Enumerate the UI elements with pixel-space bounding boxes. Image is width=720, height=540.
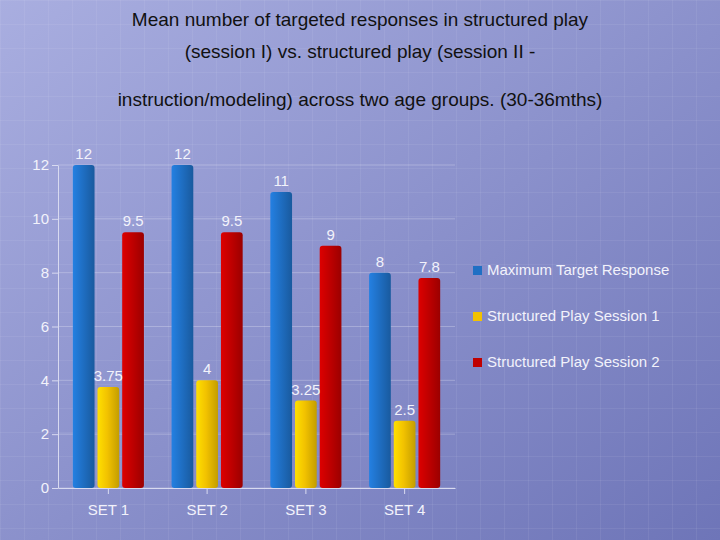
data-label: 3.75 <box>94 367 123 384</box>
y-tick-label: 0 <box>41 479 49 496</box>
grid <box>58 165 455 488</box>
bar <box>122 232 144 488</box>
bar <box>196 380 218 488</box>
x-tick-label: SET 3 <box>285 501 326 518</box>
x-tick: SET 2 <box>186 488 227 518</box>
legend-item: Structured Play Session 2 <box>473 353 660 370</box>
data-label: 2.5 <box>394 401 415 418</box>
y-tick-mark <box>52 380 58 381</box>
bar <box>394 421 416 488</box>
x-tick: SET 4 <box>384 488 425 518</box>
data-label: 9 <box>326 226 334 243</box>
x-tick-mark <box>305 488 306 494</box>
x-axis: SET 1 SET 2 SET 3 SET 4 <box>59 488 456 518</box>
y-tick-mark <box>52 165 58 166</box>
title-line: Mean number of targeted responses in str… <box>132 9 589 30</box>
data-label: 12 <box>75 145 92 162</box>
legend-label: Maximum Target Response <box>487 261 669 278</box>
y-tick-label: 6 <box>41 318 49 335</box>
grid-line <box>58 218 455 219</box>
plot: 12 12 11 8 3.75 4 3.25 2.5 9.5 9.5 9 7.8 0 2 4 6 8 10 12 SE… <box>32 145 455 518</box>
bar <box>369 273 391 488</box>
x-axis-line <box>59 488 456 489</box>
x-tick-mark <box>108 488 109 494</box>
chart: Mean number of targeted responses in str… <box>0 0 720 540</box>
x-tick-label: SET 2 <box>186 501 227 518</box>
grid-line <box>58 326 455 327</box>
grid-line <box>58 165 455 166</box>
title: Mean number of targeted responses in str… <box>118 9 603 110</box>
legend-item: Structured Play Session 1 <box>473 307 660 324</box>
data-label: 8 <box>376 253 384 270</box>
bar <box>418 278 440 488</box>
y-tick-label: 4 <box>41 372 49 389</box>
y-tick: 10 <box>32 210 58 227</box>
x-tick: SET 3 <box>285 488 326 518</box>
y-tick-label: 10 <box>32 210 49 227</box>
y-tick-mark <box>52 488 58 489</box>
y-tick: 6 <box>41 318 58 335</box>
y-tick-mark <box>52 219 58 220</box>
bar <box>270 192 292 488</box>
y-tick: 0 <box>41 479 58 496</box>
x-tick: SET 1 <box>88 488 129 518</box>
y-tick: 12 <box>32 156 58 173</box>
x-tick-mark <box>404 488 405 494</box>
x-tick-label: SET 1 <box>88 501 129 518</box>
bar <box>295 401 317 488</box>
background <box>0 0 720 540</box>
y-tick-mark <box>52 434 58 435</box>
bar <box>98 387 120 488</box>
data-label: 9.5 <box>221 212 242 229</box>
legend-swatch <box>473 266 482 275</box>
y-tick-mark <box>52 327 58 328</box>
data-label: 7.8 <box>419 258 440 275</box>
y-tick-label: 2 <box>41 425 49 442</box>
bar <box>73 165 95 488</box>
y-tick-label: 12 <box>32 156 49 173</box>
data-labels: 12 12 11 8 3.75 4 3.25 2.5 9.5 9.5 9 7.8 <box>75 145 439 418</box>
data-label: 11 <box>273 172 289 189</box>
bar <box>172 165 194 488</box>
legend-swatch <box>473 312 482 321</box>
y-tick: 8 <box>41 264 58 281</box>
bar <box>221 232 243 488</box>
legend-label: Structured Play Session 2 <box>487 353 660 370</box>
bar <box>320 246 342 488</box>
legend: Maximum Target Response Structured Play S… <box>473 261 669 370</box>
y-tick: 2 <box>41 425 58 442</box>
grid-line <box>58 272 455 273</box>
y-axis: 0 2 4 6 8 10 12 <box>32 156 58 496</box>
title-line: (session I) vs. structured play (session… <box>185 41 536 62</box>
data-label: 9.5 <box>123 212 144 229</box>
legend-label: Structured Play Session 1 <box>487 307 660 324</box>
y-tick: 4 <box>41 372 58 389</box>
legend-swatch <box>473 358 482 367</box>
x-tick-label: SET 4 <box>384 501 425 518</box>
bars <box>73 165 440 488</box>
y-tick-label: 8 <box>41 264 49 281</box>
data-label: 12 <box>174 145 191 162</box>
x-tick-mark <box>207 488 208 494</box>
background-grid <box>0 0 720 540</box>
y-tick-mark <box>52 273 58 274</box>
data-label: 4 <box>203 360 211 377</box>
title-line: instruction/modeling) across two age gro… <box>118 89 603 110</box>
legend-item: Maximum Target Response <box>473 261 669 278</box>
y-axis-line <box>58 166 59 489</box>
data-label: 3.25 <box>291 381 320 398</box>
